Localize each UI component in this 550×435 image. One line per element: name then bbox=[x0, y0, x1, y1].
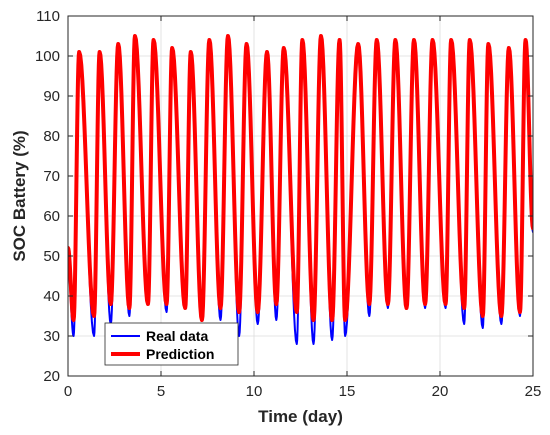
y-tick-label: 90 bbox=[43, 88, 60, 105]
y-tick-label: 60 bbox=[43, 208, 60, 225]
legend: Real data Prediction bbox=[104, 322, 239, 366]
plot-area bbox=[68, 34, 533, 345]
x-tick-label: 25 bbox=[525, 383, 542, 400]
axes-box bbox=[67, 15, 534, 377]
y-tick-label: 70 bbox=[43, 168, 60, 185]
legend-box bbox=[104, 322, 239, 366]
x-tick-label: 0 bbox=[64, 383, 72, 400]
x-axis-label: Time (day) bbox=[258, 407, 343, 426]
legend-entry-real-data: Real data bbox=[146, 328, 208, 344]
x-tick-label: 10 bbox=[246, 383, 263, 400]
series-line-prediction bbox=[68, 34, 533, 322]
y-axis-ticks: 20 30 40 50 60 70 80 90 100 110 bbox=[35, 8, 533, 385]
legend-entry-prediction: Prediction bbox=[146, 346, 214, 362]
y-axis-label: SOC Battery (%) bbox=[10, 130, 29, 261]
x-tick-label: 20 bbox=[432, 383, 449, 400]
y-tick-label: 20 bbox=[43, 368, 60, 385]
y-tick-label: 30 bbox=[43, 328, 60, 345]
y-tick-label: 110 bbox=[36, 8, 60, 25]
x-tick-label: 5 bbox=[157, 383, 165, 400]
x-tick-label: 15 bbox=[339, 383, 356, 400]
y-tick-label: 80 bbox=[43, 128, 60, 145]
y-tick-label: 40 bbox=[43, 288, 60, 305]
x-axis-ticks: 0 5 10 15 20 25 bbox=[64, 16, 542, 400]
y-tick-label: 50 bbox=[43, 248, 60, 265]
y-tick-label: 100 bbox=[35, 48, 60, 65]
